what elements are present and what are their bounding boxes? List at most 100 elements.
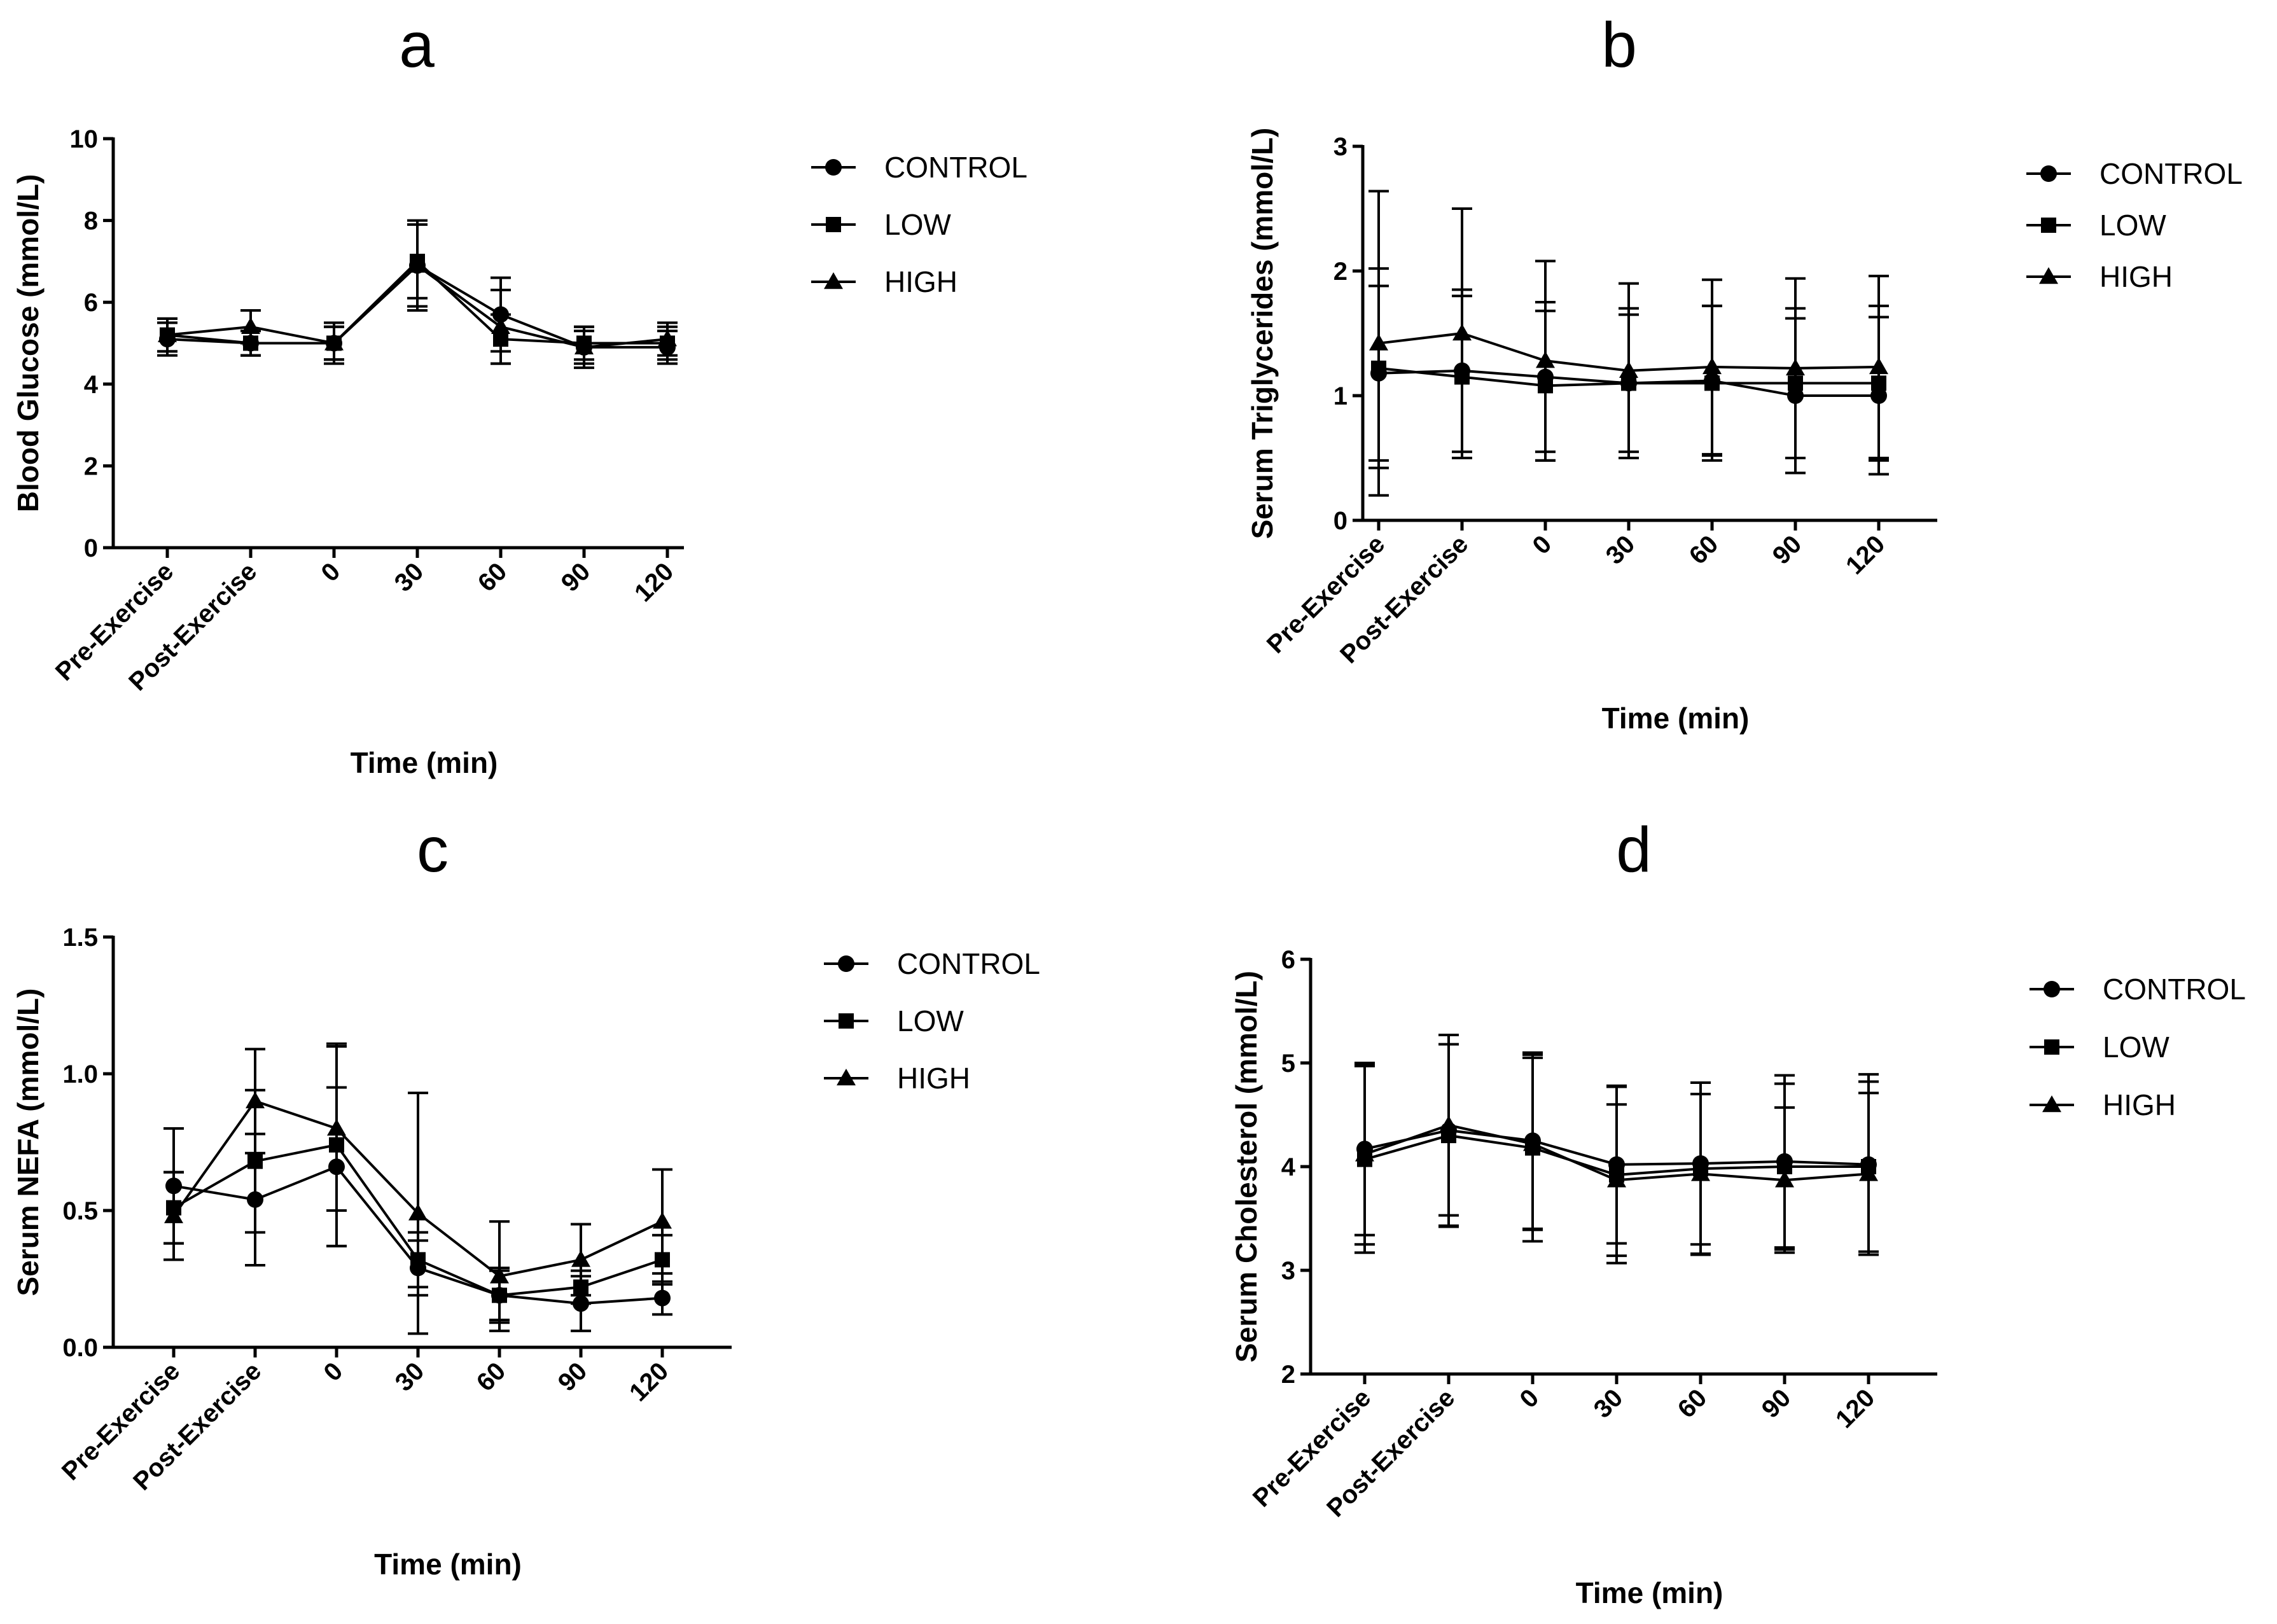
legend-marker xyxy=(837,1069,856,1086)
data-point xyxy=(574,337,594,355)
x-tick-label: 120 xyxy=(629,557,679,607)
legend-label: LOW xyxy=(884,208,951,241)
data-point xyxy=(1369,333,1388,350)
y-tick-label: 0 xyxy=(1333,507,1347,535)
x-tick-label: 0 xyxy=(1515,1384,1545,1413)
x-tick-label: 60 xyxy=(473,557,513,597)
legend-label: HIGH xyxy=(897,1062,970,1095)
y-tick-label: 10 xyxy=(70,125,99,153)
y-tick-label: 3 xyxy=(1281,1257,1295,1285)
legend: CONTROL LOW HIGH xyxy=(824,947,1040,1095)
y-tick-label: 6 xyxy=(1281,946,1295,974)
x-tick-label: 120 xyxy=(624,1357,674,1406)
y-tick-label: 0.0 xyxy=(62,1334,98,1362)
y-tick-label: 4 xyxy=(1281,1153,1296,1181)
legend-label: CONTROL xyxy=(2103,973,2246,1006)
series-high xyxy=(164,1045,672,1335)
data-point xyxy=(241,317,260,335)
y-axis-title: Serum Cholesterol (mmol/L) xyxy=(1230,971,1263,1363)
legend-marker xyxy=(2040,165,2057,182)
legend-label: CONTROL xyxy=(884,151,1027,184)
x-tick-label: 0 xyxy=(316,557,346,587)
x-tick-label: 90 xyxy=(556,557,596,597)
legend-label: LOW xyxy=(2099,209,2166,242)
data-point xyxy=(408,256,427,273)
data-point xyxy=(1869,357,1888,375)
x-axis-title: Time (min) xyxy=(351,746,498,779)
x-axis-title: Time (min) xyxy=(374,1548,522,1581)
legend-label: LOW xyxy=(897,1004,964,1038)
data-point xyxy=(1536,351,1555,368)
legend-marker xyxy=(2039,267,2058,284)
panel-letter: d xyxy=(1616,814,1652,885)
y-tick-label: 6 xyxy=(84,289,98,317)
x-tick-label: 60 xyxy=(1673,1384,1713,1424)
legend-marker xyxy=(2044,1039,2059,1055)
x-tick-label: 90 xyxy=(1767,530,1807,570)
data-point xyxy=(247,1153,263,1169)
legend-marker xyxy=(2044,981,2060,997)
y-axis-title: Serum NEFA (mmol/L) xyxy=(11,989,45,1296)
data-point xyxy=(327,1119,346,1136)
y-tick-label: 0 xyxy=(84,534,98,562)
y-tick-label: 3 xyxy=(1333,133,1347,161)
panel-letter: b xyxy=(1601,10,1637,81)
data-point xyxy=(1452,324,1472,341)
y-tick-label: 1 xyxy=(1333,382,1347,410)
y-tick-label: 2 xyxy=(1281,1361,1295,1389)
x-tick-label: 120 xyxy=(1841,530,1890,580)
data-point xyxy=(246,1092,265,1109)
y-tick-label: 5 xyxy=(1281,1050,1295,1078)
data-point xyxy=(1523,1134,1542,1151)
x-tick-label: 0 xyxy=(1528,530,1557,560)
legend-marker xyxy=(824,272,843,289)
legend: CONTROL LOW HIGH xyxy=(2030,973,2246,1121)
legend-marker xyxy=(2042,1095,2061,1113)
data-point xyxy=(654,1289,671,1307)
legend-label: CONTROL xyxy=(2099,157,2243,190)
data-point xyxy=(1619,361,1638,378)
data-point xyxy=(164,1206,183,1223)
x-tick-label: 60 xyxy=(471,1357,512,1397)
y-axis-title: Serum Triglycerides (mmol/L) xyxy=(1246,128,1279,539)
x-tick-label: 120 xyxy=(1830,1384,1880,1433)
y-tick-label: 1.0 xyxy=(62,1060,98,1088)
y-tick-label: 8 xyxy=(84,207,98,235)
data-point xyxy=(490,1267,509,1284)
x-tick-label: 30 xyxy=(390,1357,430,1397)
legend-marker xyxy=(825,159,842,176)
data-point xyxy=(1355,1144,1374,1162)
data-point xyxy=(324,333,344,350)
y-tick-label: 2 xyxy=(1333,258,1347,286)
series-high xyxy=(157,223,678,370)
x-axis-title: Time (min) xyxy=(1602,702,1750,735)
legend-label: HIGH xyxy=(884,265,957,298)
data-point xyxy=(1439,1115,1458,1133)
data-point xyxy=(1703,357,1722,375)
x-tick-label: 90 xyxy=(553,1357,593,1397)
legend-label: CONTROL xyxy=(897,947,1040,980)
x-tick-label: 60 xyxy=(1684,530,1724,570)
legend: CONTROL LOW HIGH xyxy=(811,151,1027,298)
data-point xyxy=(408,1204,428,1221)
legend-label: LOW xyxy=(2103,1031,2169,1064)
panel-letter: c xyxy=(417,814,449,885)
data-point xyxy=(1859,1164,1878,1181)
panel-letter: a xyxy=(399,10,435,81)
series-high xyxy=(1368,190,1889,497)
data-point xyxy=(571,1250,590,1267)
y-tick-label: 0.5 xyxy=(62,1197,98,1225)
data-point xyxy=(658,330,677,347)
x-tick-label: 30 xyxy=(1589,1384,1629,1424)
data-point xyxy=(491,317,510,335)
legend: CONTROL LOW HIGH xyxy=(2026,157,2243,293)
legend-label: HIGH xyxy=(2099,260,2173,293)
data-point xyxy=(158,325,177,342)
data-point xyxy=(1691,1164,1710,1181)
x-tick-label: 90 xyxy=(1757,1384,1797,1424)
